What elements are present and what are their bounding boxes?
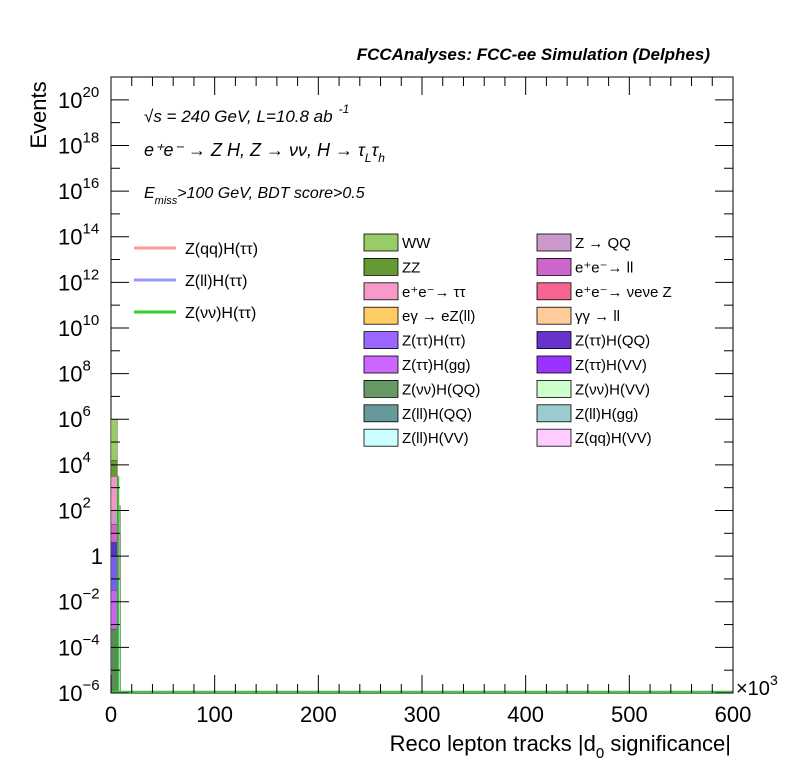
- legend-bkg-swatch-2: [363, 257, 399, 276]
- legend-bkg-label-0: WW: [402, 235, 431, 252]
- x-tick-label-2: 200: [300, 702, 337, 727]
- y-tick-label-10: 1014: [58, 221, 99, 250]
- legend-bkg-swatch-13: [536, 379, 572, 398]
- y-tick-label-13: 1020: [58, 84, 99, 113]
- y-tick-label-8: 1010: [58, 312, 99, 341]
- process-annotation: e⁺e⁻ → Z H, Z → νν, H → τLτh: [144, 140, 385, 165]
- legend-bkg-label-10: Z(ττ)H(gg): [402, 357, 471, 374]
- chart-title: FCCAnalyses: FCC-ee Simulation (Delphes): [357, 45, 711, 64]
- legend-bkg-swatch-12: [363, 379, 399, 398]
- legend-signal-label-1: Z(ll)H(ττ): [185, 273, 247, 290]
- legend-bkg-label-2: ZZ: [402, 259, 420, 276]
- legend-signal-label-0: Z(qq)H(ττ): [185, 241, 258, 258]
- y-tick-label-12: 1018: [58, 129, 99, 158]
- y-tick-label-11: 1016: [58, 175, 99, 204]
- x-axis-multiplier: ×103: [736, 672, 778, 700]
- x-tick-label-5: 500: [611, 702, 648, 727]
- legend-bkg-label-11: Z(ττ)H(VV): [575, 357, 647, 374]
- legend-bkg-label-13: Z(νν)H(VV): [575, 381, 650, 398]
- y-tick-label-3: 1: [91, 544, 103, 569]
- x-tick-label-4: 400: [507, 702, 544, 727]
- y-tick-label-7: 108: [58, 358, 91, 387]
- y-tick-label-6: 106: [58, 403, 91, 432]
- legend-bkg-label-15: Z(ll)H(gg): [575, 406, 638, 423]
- legend-bkg-swatch-11: [536, 355, 572, 374]
- y-tick-label-9: 1012: [58, 266, 99, 295]
- legend-bkg-swatch-16: [363, 428, 399, 447]
- legend-bkg-label-12: Z(νν)H(QQ): [402, 381, 480, 398]
- stack-bar-0-1: [110, 628, 118, 694]
- legend-bkg-swatch-1: [536, 233, 572, 252]
- legend-bkg-label-1: Z → QQ: [575, 235, 631, 252]
- legend-bkg-label-7: γγ → ll: [575, 308, 620, 325]
- x-tick-label-0: 0: [105, 702, 117, 727]
- legend-bkg-label-4: e⁺e⁻→ ττ: [402, 284, 466, 301]
- legend-signal-label-2: Z(νν)H(ττ): [185, 305, 256, 322]
- y-tick-label-2: 10−2: [58, 586, 100, 615]
- legend-bkg-swatch-5: [536, 282, 572, 301]
- legend-bkg-swatch-0: [363, 233, 399, 252]
- y-tick-label-0: 10−6: [58, 677, 100, 706]
- y-tick-label-1: 10−4: [58, 631, 100, 660]
- legend-bkg-swatch-17: [536, 428, 572, 447]
- legend-bkg-label-8: Z(ττ)H(ττ): [402, 333, 466, 350]
- legend-bkg-swatch-15: [536, 404, 572, 423]
- x-tick-label-6: 600: [715, 702, 752, 727]
- legend-bkg-swatch-3: [536, 257, 572, 276]
- legend-bkg-swatch-8: [363, 331, 399, 350]
- legend-signals: Z(qq)H(ττ) Z(ll)H(ττ) Z(νν)H(ττ): [134, 241, 258, 322]
- legend-bkg-label-17: Z(qq)H(VV): [575, 430, 652, 447]
- x-tick-label-3: 300: [404, 702, 441, 727]
- x-axis-ticks: 0 100 200 300 400 500 600: [105, 77, 751, 727]
- legend-bkg-label-14: Z(ll)H(QQ): [402, 406, 472, 423]
- x-axis-label: Reco lepton tracks |d0 significance|: [390, 731, 731, 762]
- cut-annotation: Emiss>100 GeV, BDT score>0.5: [144, 185, 365, 207]
- legend-backgrounds: WW Z → QQ ZZ e⁺e⁻→ ll e⁺e⁻→ ττ e⁺e⁻→ νeνe Z eγ…: [363, 233, 672, 447]
- y-tick-label-5: 104: [58, 449, 91, 478]
- legend-bkg-swatch-6: [363, 306, 399, 325]
- legend-bkg-label-3: e⁺e⁻→ ll: [575, 259, 633, 276]
- legend-bkg-swatch-14: [363, 404, 399, 423]
- x-tick-label-1: 100: [196, 702, 233, 727]
- legend-bkg-label-16: Z(ll)H(VV): [402, 430, 469, 447]
- y-axis-label: Events: [26, 81, 51, 148]
- legend-bkg-swatch-4: [363, 282, 399, 301]
- legend-bkg-label-5: e⁺e⁻→ νeνe Z: [575, 284, 672, 301]
- legend-bkg-swatch-10: [363, 355, 399, 374]
- y-tick-label-4: 102: [58, 494, 91, 523]
- energy-annotation: √s = 240 GeV, L=10.8 ab -1: [144, 102, 349, 126]
- legend-bkg-swatch-7: [536, 306, 572, 325]
- legend-bkg-label-9: Z(ττ)H(QQ): [575, 333, 650, 350]
- legend-bkg-label-6: eγ → eZ(ll): [402, 308, 475, 325]
- legend-bkg-swatch-9: [536, 331, 572, 350]
